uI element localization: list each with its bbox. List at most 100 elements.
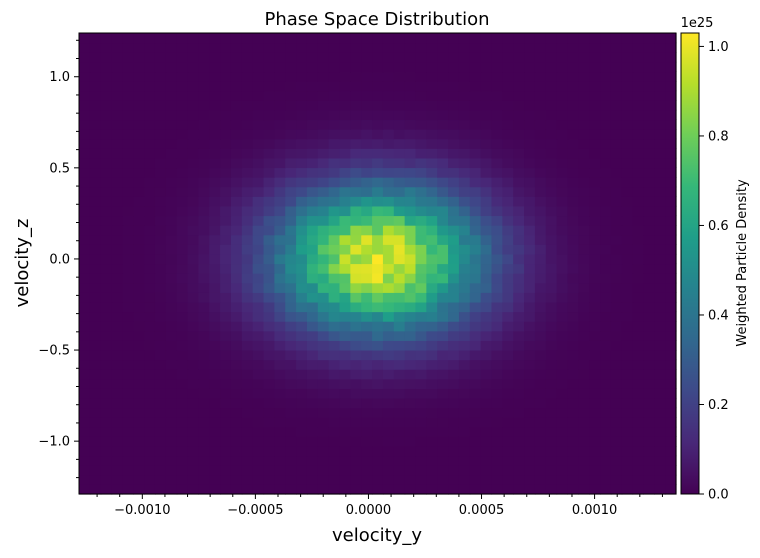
heatmap-cell <box>610 340 623 351</box>
heatmap-cell <box>176 349 189 361</box>
heatmap-cell <box>133 225 145 236</box>
heatmap-cell <box>339 465 351 476</box>
heatmap-cell <box>643 455 655 466</box>
heatmap-cell <box>144 215 156 226</box>
heatmap-cell <box>144 205 156 217</box>
heatmap-cell <box>469 359 482 370</box>
heatmap-cell <box>328 397 341 409</box>
heatmap-cell <box>404 234 417 245</box>
heatmap-cell <box>654 340 666 351</box>
heatmap-cell <box>621 436 634 447</box>
heatmap-cell <box>480 167 493 178</box>
heatmap-cell <box>79 378 91 389</box>
heatmap-cell <box>643 292 655 303</box>
heatmap-cell <box>339 397 351 409</box>
heatmap-cell <box>426 359 438 370</box>
heatmap-cell <box>339 81 351 92</box>
heatmap-cell <box>480 378 493 389</box>
heatmap-cell <box>513 196 525 207</box>
heatmap-cell <box>187 148 199 159</box>
x-tick-label: −0.0005 <box>227 503 283 518</box>
heatmap-cell <box>176 292 189 303</box>
heatmap-cell <box>610 61 623 73</box>
heatmap-cell <box>89 129 102 140</box>
heatmap-cell <box>513 369 525 380</box>
heatmap-cell <box>285 52 297 63</box>
heatmap-cell <box>534 177 547 188</box>
heatmap-cell <box>556 273 569 284</box>
heatmap-cell <box>534 397 547 409</box>
heatmap-cell <box>567 225 579 236</box>
heatmap-cell <box>285 167 297 178</box>
heatmap-cell <box>502 340 514 351</box>
heatmap-cell <box>632 484 645 495</box>
heatmap-cell <box>144 301 156 313</box>
heatmap-cell <box>567 273 579 284</box>
heatmap-cell <box>567 71 579 82</box>
heatmap-cell <box>328 455 341 466</box>
heatmap-cell <box>534 321 547 332</box>
heatmap-cell <box>556 388 569 399</box>
heatmap-cell <box>274 109 286 121</box>
heatmap-cell <box>382 215 395 226</box>
heatmap-cell <box>263 109 275 121</box>
heatmap-cell <box>415 52 427 63</box>
heatmap-cell <box>404 119 417 130</box>
heatmap-cell <box>578 359 590 370</box>
heatmap-cell <box>480 465 493 476</box>
heatmap-cell <box>621 484 634 495</box>
heatmap-cell <box>317 100 330 111</box>
heatmap-cell <box>350 417 362 428</box>
heatmap-cell <box>220 225 232 236</box>
heatmap-cell <box>122 52 134 63</box>
heatmap-cell <box>296 474 308 485</box>
heatmap-cell <box>480 186 493 197</box>
heatmap-cell <box>589 81 601 92</box>
heatmap-cell <box>111 417 124 428</box>
heatmap-cell <box>220 474 232 485</box>
heatmap-cell <box>263 234 275 245</box>
heatmap-cell <box>437 186 449 197</box>
heatmap-cell <box>111 81 124 92</box>
heatmap-cell <box>643 119 655 130</box>
heatmap-cell <box>209 311 221 322</box>
heatmap-cell <box>317 349 330 361</box>
heatmap-cell <box>187 282 199 293</box>
heatmap-cell <box>524 90 536 101</box>
heatmap-cell <box>361 359 373 370</box>
heatmap-cell <box>79 196 91 207</box>
heatmap-cell <box>567 244 579 255</box>
heatmap-cell <box>556 407 569 418</box>
heatmap-cell <box>524 397 536 409</box>
heatmap-cell <box>372 81 384 92</box>
heatmap-cell <box>632 263 645 274</box>
heatmap-cell <box>567 282 579 293</box>
heatmap-cell <box>144 340 156 351</box>
heatmap-cell <box>610 42 623 53</box>
heatmap-cell <box>589 61 601 73</box>
heatmap-cell <box>263 138 275 149</box>
heatmap-cell <box>524 129 536 140</box>
heatmap-cell <box>252 177 265 188</box>
heatmap-cell <box>382 61 395 73</box>
heatmap-cell <box>230 138 243 149</box>
heatmap-cell <box>274 119 286 130</box>
heatmap-cell <box>350 90 362 101</box>
heatmap-cell <box>567 301 579 313</box>
heatmap-cell <box>404 378 417 389</box>
heatmap-cell <box>524 359 536 370</box>
heatmap-cell <box>306 311 319 322</box>
heatmap-cell <box>350 407 362 418</box>
heatmap-cell <box>621 417 634 428</box>
heatmap-cell <box>285 42 297 53</box>
heatmap-cell <box>350 369 362 380</box>
heatmap-cell <box>317 157 330 169</box>
heatmap-cell <box>165 311 178 322</box>
heatmap-cell <box>220 330 232 341</box>
heatmap-cell <box>198 321 210 332</box>
heatmap-cell <box>198 52 210 63</box>
heatmap-cell <box>133 196 145 207</box>
heatmap-cell <box>122 455 134 466</box>
heatmap-cell <box>545 244 558 255</box>
heatmap-cell <box>79 138 91 149</box>
